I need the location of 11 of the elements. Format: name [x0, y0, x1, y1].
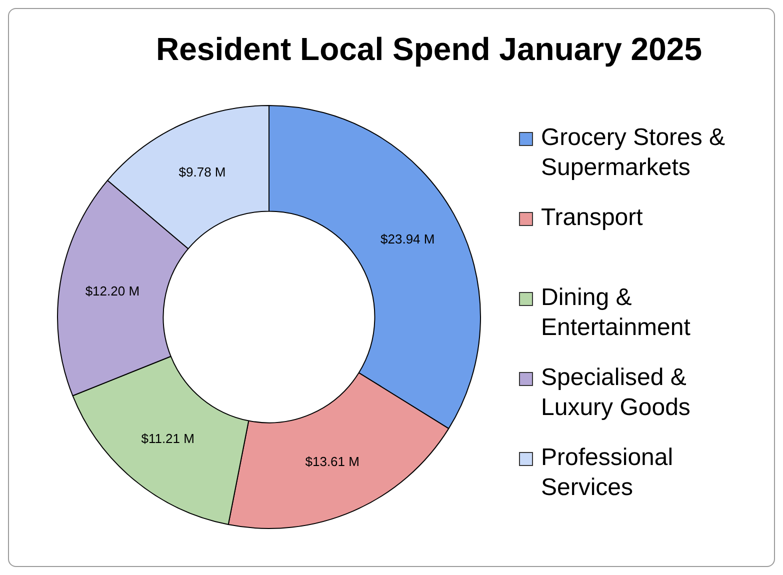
- legend-label: Specialised & Luxury Goods: [541, 363, 692, 423]
- data-label: $11.21 M: [141, 430, 194, 446]
- chart-title: Resident Local Spend January 2025: [155, 31, 703, 68]
- data-label: $9.78 M: [178, 164, 226, 180]
- legend-label: Dining & Entertainment: [541, 283, 692, 343]
- data-label: $23.94 M: [380, 231, 435, 246]
- data-label: $12.20 M: [85, 283, 140, 298]
- legend-label: Professional Services: [541, 443, 674, 503]
- legend-label: Grocery Stores & Supermarkets: [541, 123, 726, 183]
- legend-label: Transport: [541, 203, 643, 233]
- data-label: $13.61 M: [305, 454, 360, 470]
